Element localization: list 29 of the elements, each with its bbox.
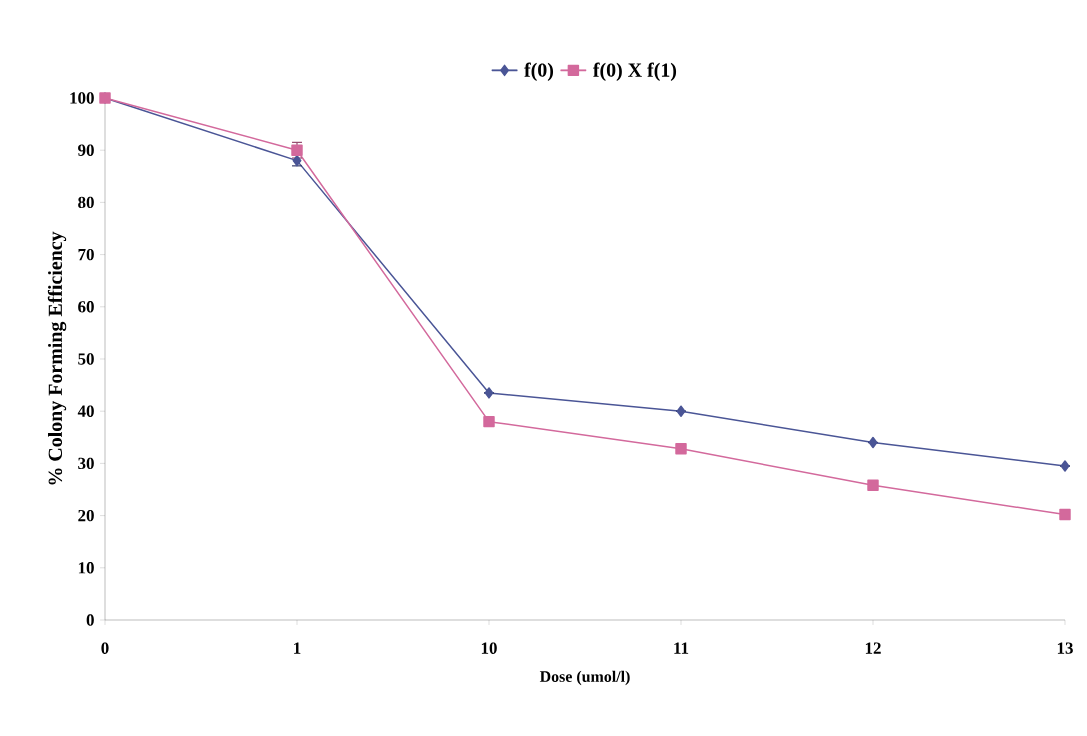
y-tick-label: 0 (86, 614, 94, 626)
y-tick-label: 80 (78, 196, 94, 209)
point (1059, 508, 1071, 521)
y-tick-label: 60 (78, 301, 94, 313)
point (867, 479, 879, 492)
y-tick-label: 40 (77, 405, 94, 417)
x-tick-label: 10 (481, 642, 497, 654)
y-axis-title: % Colony Forming Efficiency (47, 231, 67, 485)
point (868, 436, 878, 449)
legend-label: f(0) X f(1) (593, 62, 677, 81)
x-axis-title: Dose (umol/l) (539, 670, 630, 686)
point (676, 405, 686, 417)
point (675, 443, 687, 455)
x-tick-label: 13 (1057, 642, 1073, 654)
point (1060, 460, 1070, 472)
x-tick-label: 12 (865, 642, 881, 654)
y-tick-label: 90 (78, 144, 94, 156)
x-tick-label: 0 (101, 642, 109, 654)
y-tick-label: 100 (70, 92, 94, 104)
y-tick-label: 70 (78, 248, 94, 261)
y-tick-label: 10 (78, 562, 94, 574)
legend-label: f(0) (524, 62, 554, 81)
y-tick-label: 30 (78, 457, 94, 470)
point (484, 387, 494, 399)
x-tick-label: 11 (674, 642, 689, 654)
y-tick-label: 20 (78, 509, 94, 522)
y-tick-label: 50 (78, 353, 94, 365)
point (483, 415, 495, 428)
x-tick-label: 1 (294, 642, 301, 654)
